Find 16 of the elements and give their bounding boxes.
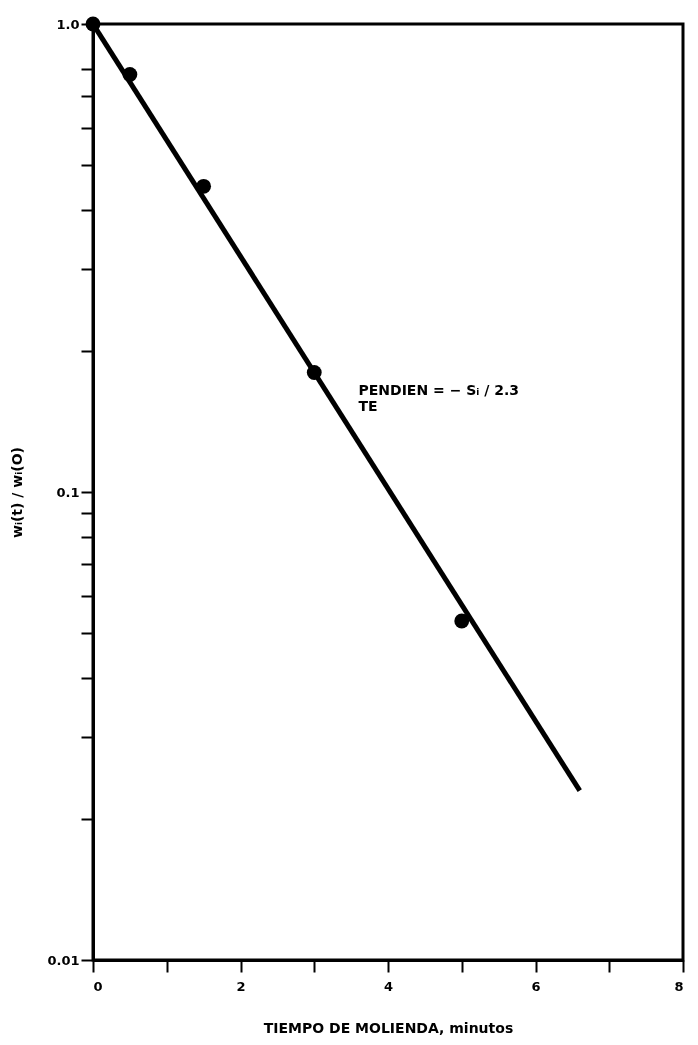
x-tick-label: 0 [93, 978, 103, 994]
y-tick-label: 0.1 [56, 484, 80, 500]
y-tick-label: 0.01 [47, 952, 80, 968]
point [454, 613, 470, 629]
x-tick-label: 6 [531, 978, 541, 994]
annotation: PENDIEN = − Sᵢ / 2.3 TE [358, 382, 520, 415]
y-axis-title: wᵢ(t) / wᵢ(O) [9, 446, 26, 539]
y-tick-label: 1.0 [56, 16, 80, 32]
x-tick-label: 2 [236, 978, 246, 994]
x-tick-label: 4 [383, 978, 394, 994]
point [85, 16, 101, 32]
point [196, 178, 212, 194]
x-tick-label: 8 [674, 978, 684, 994]
x-axis-title: TIEMPO DE MOLIENDA, minutos [263, 1019, 514, 1036]
point [306, 365, 322, 380]
point [122, 67, 138, 82]
